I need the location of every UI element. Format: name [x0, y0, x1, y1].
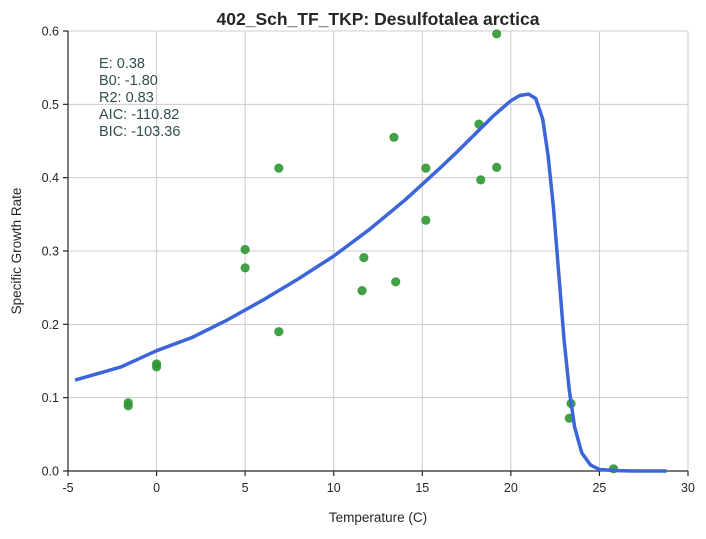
fitted-curve — [74, 92, 667, 473]
x-tick-label: -5 — [62, 481, 73, 495]
data-point — [240, 263, 250, 273]
y-axis-label: Specific Growth Rate — [9, 188, 24, 315]
x-tick-label: 25 — [592, 481, 606, 495]
x-tick-label: 10 — [327, 481, 341, 495]
data-point — [123, 401, 133, 411]
x-tick-label: 20 — [504, 481, 518, 495]
data-point — [492, 162, 502, 172]
x-tick-label: 0 — [153, 481, 160, 495]
x-axis-label: Temperature (C) — [329, 510, 427, 525]
chart-title: 402_Sch_TF_TKP: Desulfotalea arctica — [217, 9, 540, 29]
fit-stat-line: AIC: -110.82 — [99, 107, 179, 123]
fit-stat-line: B0: -1.80 — [99, 73, 158, 89]
x-tick-label: 15 — [415, 481, 429, 495]
data-point — [391, 277, 401, 287]
data-point — [421, 163, 431, 173]
y-tick-labels: 0.0 0.1 0.2 0.3 0.4 0.5 0.6 — [42, 25, 68, 479]
data-point — [151, 362, 162, 372]
y-tick-label: 0.5 — [42, 98, 59, 112]
y-tick-label: 0.2 — [42, 318, 59, 332]
data-point — [492, 29, 502, 39]
x-tick-labels: -5 0 5 10 15 20 25 30 — [62, 471, 695, 495]
data-point — [240, 244, 250, 255]
data-point — [274, 327, 284, 337]
data-point — [421, 215, 431, 225]
y-tick-label: 0.0 — [42, 465, 59, 479]
fit-stat-line: R2: 0.83 — [99, 90, 154, 106]
y-tick-label: 0.1 — [42, 391, 59, 405]
fit-stat-line: BIC: -103.36 — [99, 124, 180, 140]
x-tick-label: 30 — [681, 481, 695, 495]
grid — [68, 30, 689, 471]
data-point — [389, 132, 399, 142]
y-tick-label: 0.4 — [42, 171, 59, 185]
y-tick-label: 0.6 — [42, 25, 59, 39]
data-point — [274, 163, 284, 173]
x-tick-label: 5 — [242, 481, 249, 495]
data-point — [476, 175, 486, 185]
data-point — [357, 286, 367, 296]
fit-stat-line: E: 0.38 — [99, 56, 145, 72]
data-point — [359, 253, 369, 263]
y-tick-label: 0.3 — [42, 245, 59, 259]
